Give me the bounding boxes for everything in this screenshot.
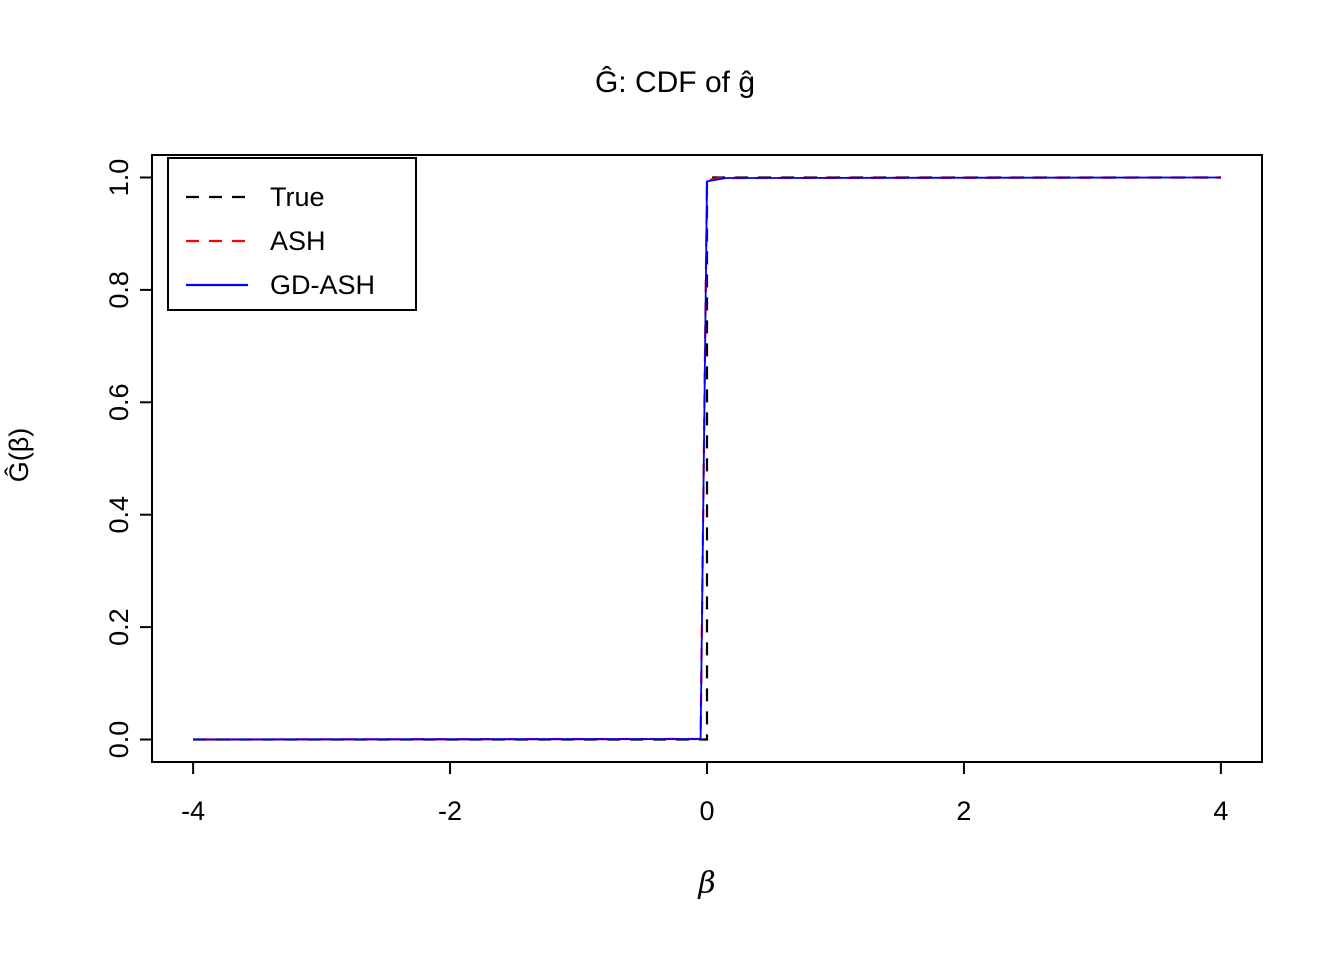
y-tick-label: 0.6 (104, 384, 134, 422)
legend-label-gd-ash: GD-ASH (270, 270, 375, 300)
legend-label-true: True (270, 182, 325, 212)
y-tick-label: 1.0 (104, 159, 134, 197)
y-axis-label: Ĝ(β) (3, 428, 34, 483)
x-axis-ticks: -4 -2 0 2 4 (181, 762, 1228, 826)
x-tick-label: -2 (438, 796, 462, 826)
series-lines (193, 176, 1221, 741)
y-axis-ticks: 0.0 0.2 0.4 0.6 0.8 1.0 (104, 159, 152, 759)
series-line-gd-ash (193, 176, 1221, 741)
x-tick-label: 4 (1213, 796, 1228, 826)
x-tick-label: 2 (956, 796, 971, 826)
y-tick-label: 0.8 (104, 271, 134, 309)
chart-title: Ĝ: CDF of ĝ (595, 65, 755, 99)
legend: True ASH GD-ASH (167, 157, 417, 311)
x-tick-label: 0 (699, 796, 714, 826)
y-tick-label: 0.2 (104, 608, 134, 646)
y-tick-label: 0.4 (104, 496, 134, 534)
x-tick-label: -4 (181, 796, 205, 826)
legend-label-ash: ASH (270, 226, 326, 256)
y-tick-label: 0.0 (104, 721, 134, 759)
x-axis-label: β (697, 866, 715, 901)
